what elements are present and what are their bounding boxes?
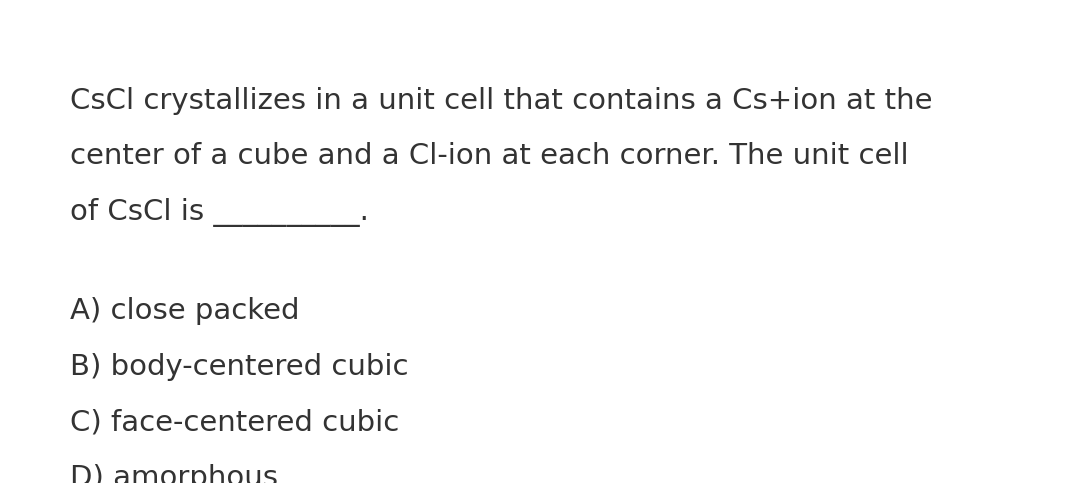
Text: C) face-centered cubic: C) face-centered cubic — [70, 408, 400, 436]
Text: B) body-centered cubic: B) body-centered cubic — [70, 353, 408, 381]
Text: center of a cube and a Cl-ion at each corner. The unit cell: center of a cube and a Cl-ion at each co… — [70, 142, 909, 170]
Text: of CsCl is __________.: of CsCl is __________. — [70, 198, 369, 227]
Text: CsCl crystallizes in a unit cell that contains a Cs+ion at the: CsCl crystallizes in a unit cell that co… — [70, 87, 933, 115]
Text: D) amorphous: D) amorphous — [70, 464, 279, 483]
Text: A) close packed: A) close packed — [70, 297, 300, 325]
